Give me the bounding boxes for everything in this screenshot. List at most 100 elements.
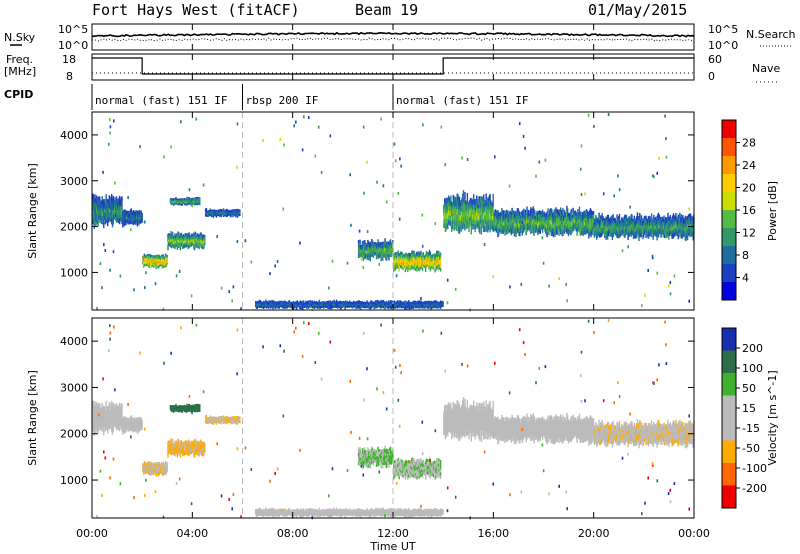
- echo-cell: [643, 228, 646, 232]
- echo-cell: [329, 301, 331, 304]
- echo-cell: [553, 213, 556, 219]
- echo-cell: [215, 212, 218, 214]
- echo-cell: [459, 219, 461, 225]
- echo-cell: [265, 301, 267, 303]
- echo-cell: [178, 234, 180, 238]
- echo-cell: [298, 302, 301, 305]
- echo-cell: [286, 307, 288, 309]
- echo-cell: [206, 213, 208, 215]
- echo-cell: [662, 229, 664, 233]
- echo-cell: [168, 235, 170, 238]
- echo-cell: [135, 219, 137, 223]
- echo-cell: [577, 223, 579, 228]
- echo-cell: [311, 305, 313, 308]
- echo-cell: [469, 200, 471, 205]
- echo-cell: [682, 221, 684, 226]
- echo-cell: [115, 205, 118, 210]
- echo-cell: [317, 303, 320, 305]
- echo-cell: [384, 254, 386, 258]
- echo-cell: [190, 238, 192, 241]
- echo-cell: [610, 232, 612, 237]
- echo-cell: [342, 304, 344, 306]
- echo-cell: [122, 213, 124, 217]
- echo-cell: [408, 259, 410, 262]
- echo-cell: [141, 212, 143, 215]
- echo-cell: [384, 241, 386, 245]
- echo-cell: [655, 230, 657, 234]
- echo-cell: [454, 218, 456, 224]
- echo-cell: [210, 214, 212, 216]
- echo-cell: [624, 230, 626, 235]
- echo-cell: [237, 208, 240, 211]
- echo-cell: [662, 220, 664, 224]
- echo-cell: [508, 228, 510, 232]
- echo-cell: [497, 214, 499, 220]
- echo-cell: [317, 307, 319, 309]
- echo-cell: [126, 217, 129, 220]
- echo-cell: [661, 219, 664, 223]
- echo-cell: [163, 259, 165, 262]
- echo-cell: [363, 305, 365, 308]
- echo-cell: [574, 225, 576, 229]
- echo-cell: [361, 302, 363, 304]
- echo-cell: [303, 306, 305, 309]
- echo-cell: [125, 222, 127, 226]
- echo-cell: [179, 199, 181, 201]
- echo-cell: [348, 305, 350, 307]
- echo-cell: [453, 220, 455, 226]
- echo-cell: [567, 212, 569, 218]
- echo-cell: [546, 224, 548, 229]
- echo-cell: [182, 200, 184, 202]
- echo-cell: [371, 247, 373, 251]
- echo-cell: [676, 225, 679, 228]
- echo-cell: [294, 306, 296, 309]
- echo-cell: [529, 225, 531, 229]
- echo-cell: [585, 231, 587, 235]
- echo-cell: [657, 229, 660, 234]
- echo-cell: [183, 202, 185, 204]
- echo-cell: [582, 223, 585, 228]
- echo-cell: [387, 302, 389, 305]
- echo-cell: [445, 219, 447, 225]
- echo-cell: [97, 221, 99, 227]
- echo-cell: [679, 216, 682, 221]
- echo-cell: [516, 230, 518, 234]
- echo-cell: [590, 209, 592, 215]
- echo-cell: [495, 218, 498, 223]
- echo-cell: [549, 227, 552, 233]
- echo-cell: [128, 219, 130, 222]
- echo-cell: [361, 252, 364, 256]
- echo-cell: [491, 206, 494, 212]
- echo-cell: [632, 222, 635, 226]
- echo-cell: [491, 211, 493, 217]
- echo-cell: [197, 243, 199, 246]
- echo-cell: [285, 305, 287, 307]
- echo-cell: [221, 212, 223, 214]
- echo-cell: [201, 242, 204, 245]
- echo-cell: [634, 225, 636, 230]
- echo-cell: [329, 305, 331, 308]
- echo-cell: [616, 229, 618, 235]
- echo-cell: [531, 217, 534, 221]
- cpid-segment-label: normal (fast) 151 IF: [95, 94, 227, 107]
- echo-cell: [456, 193, 458, 200]
- echo-cell: [541, 211, 543, 215]
- echo-cell: [99, 201, 102, 205]
- echo-cell: [346, 304, 348, 306]
- echo-cell: [132, 217, 134, 221]
- echo-cell: [107, 199, 109, 204]
- echo-cell: [604, 228, 606, 232]
- echo-cell: [686, 224, 689, 229]
- echo-cell: [476, 203, 479, 209]
- echo-cell: [550, 222, 552, 227]
- echo-cell: [498, 225, 501, 229]
- power-data: [92, 112, 695, 312]
- echo-cell: [102, 216, 104, 221]
- echo-cell: [671, 220, 673, 225]
- echo-cell: [177, 203, 180, 206]
- echo-cell: [465, 224, 468, 229]
- echo-cell: [150, 258, 152, 262]
- echo-cell: [487, 199, 490, 205]
- echo-cell: [138, 212, 140, 216]
- echo-cell: [343, 305, 345, 307]
